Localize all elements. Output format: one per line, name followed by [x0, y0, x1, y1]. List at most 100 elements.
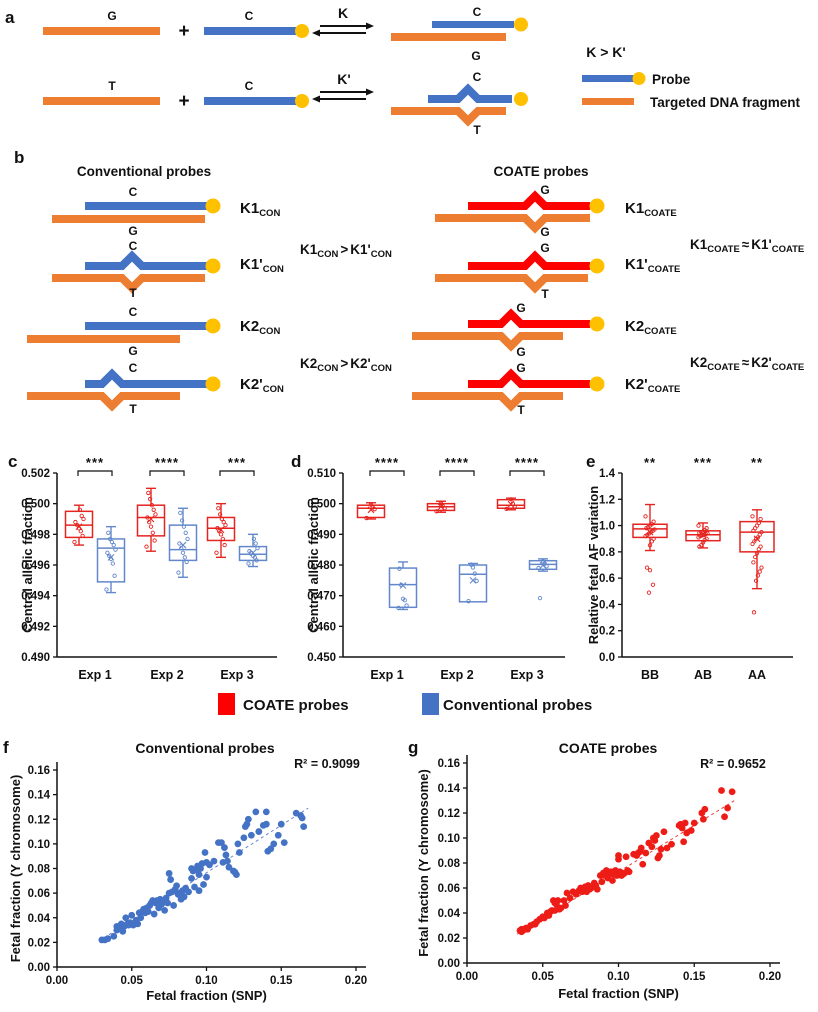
svg-text:1.2: 1.2: [599, 494, 615, 506]
scatter-conventional: 0.00 0.02 0.04 0.06 0.08 0.10 0.12 0.14 0.16 0.00…: [8, 740, 367, 1003]
data-point: [247, 831, 255, 839]
allele-label: G: [540, 225, 549, 239]
data-point: [150, 910, 158, 918]
quencher-dot: [589, 316, 605, 332]
k-constant-label: K2'CON: [240, 376, 284, 395]
outlier-point: [647, 568, 653, 573]
target-bulged-bar: [52, 274, 205, 294]
data-point: [649, 539, 654, 544]
svg-text:0.500: 0.500: [307, 499, 336, 511]
data-point: [78, 529, 83, 534]
data-point: [622, 853, 630, 861]
data-point: [170, 902, 178, 909]
data-point: [255, 828, 263, 835]
chart-title: COATE probes: [559, 740, 658, 756]
data-point: [753, 578, 759, 583]
data-point: [255, 545, 260, 551]
data-point: [300, 823, 308, 831]
data-point: [218, 839, 225, 847]
data-point: [697, 544, 702, 549]
data-point: [164, 899, 172, 907]
svg-text:0.500: 0.500: [21, 499, 50, 511]
svg-text:****: ****: [515, 455, 539, 470]
quencher-dot: [205, 258, 221, 274]
data-point: [218, 532, 224, 537]
k-constant-label: K1CON: [240, 200, 280, 219]
data-point: [246, 561, 251, 566]
data-point: [554, 897, 562, 904]
data-point: [751, 528, 756, 533]
axes: 0.0 0.2 0.4 0.6 0.8 1.0 1.2 1.4 Relative fetal A…: [586, 468, 793, 682]
x-axis-label: Fetal fraction (SNP): [558, 986, 679, 1001]
target-dna-bar: [43, 27, 160, 35]
quencher-dot: [514, 17, 528, 32]
legend-target-bar: [582, 98, 634, 105]
box-series-1: [388, 558, 558, 611]
svg-text:0.6: 0.6: [599, 573, 615, 585]
svg-text:****: ****: [445, 455, 469, 470]
data-point: [200, 881, 207, 888]
svg-text:0.490: 0.490: [21, 652, 50, 664]
data-point: [756, 547, 761, 552]
svg-text:0.492: 0.492: [21, 621, 50, 633]
data-point: [151, 507, 156, 512]
svg-text:0.450: 0.450: [307, 652, 336, 664]
data-point: [400, 596, 406, 601]
axes: 0.450 0.460 0.470 0.480 0.490 0.500 0.510 Centr…: [306, 468, 565, 682]
box-series-1: [96, 507, 268, 594]
data-point: [240, 834, 248, 842]
plus-sign: +: [178, 21, 189, 42]
svg-text:0.10: 0.10: [195, 975, 217, 987]
panel-label-g: g: [408, 738, 419, 757]
data-point: [219, 516, 225, 522]
svg-text:Exp 2: Exp 2: [150, 668, 183, 682]
mean-marker: [107, 553, 115, 561]
data-point: [642, 849, 650, 857]
target-bulged-bar: [435, 214, 590, 234]
svg-text:Central allelic fraction: Central allelic fraction: [306, 497, 321, 633]
data-point: [643, 533, 648, 539]
data-point: [152, 538, 157, 543]
mean-marker: [699, 531, 707, 539]
data-point: [563, 889, 571, 897]
allele-label: T: [473, 123, 481, 137]
allele-label: C: [245, 9, 254, 23]
mean-marker: [367, 506, 375, 514]
data-point: [188, 874, 195, 882]
data-point: [137, 914, 145, 922]
mean-marker: [179, 541, 187, 549]
data-point: [270, 840, 278, 848]
data-point: [718, 787, 725, 794]
panel-b-left-title: Conventional probes: [77, 164, 211, 179]
data-point: [144, 544, 149, 549]
data-point: [221, 844, 228, 851]
svg-text:0.15: 0.15: [270, 975, 293, 987]
k-constant-label: K2'COATE: [625, 376, 680, 395]
data-point: [106, 530, 111, 535]
allele-label: T: [129, 286, 137, 300]
data-point: [438, 500, 444, 506]
svg-text:0.02: 0.02: [28, 937, 50, 949]
svg-text:Exp 2: Exp 2: [440, 668, 473, 682]
boxplot-central-af-fetal: 0.450 0.460 0.470 0.480 0.490 0.500 0.510 Centr…: [306, 455, 565, 682]
rate-relation-label: K > K': [586, 44, 626, 60]
svg-text:**: **: [644, 455, 656, 470]
data-point: [472, 571, 477, 576]
data-point: [233, 871, 240, 879]
data-point: [656, 852, 663, 859]
outlier-point: [537, 595, 543, 601]
boxplot-relative-fetal-af: 0.0 0.2 0.4 0.6 0.8 1.0 1.2 1.4 Relative fetal A…: [586, 455, 793, 682]
target-bulged-bar: [412, 392, 563, 412]
plus-sign: +: [178, 91, 189, 112]
data-point: [153, 512, 158, 517]
svg-text:**: **: [751, 455, 763, 470]
data-point: [234, 840, 242, 848]
data-point: [203, 873, 210, 881]
data-point: [701, 805, 709, 813]
data-point: [648, 843, 656, 851]
data-point: [466, 599, 471, 604]
quencher-dot: [589, 258, 605, 274]
data-point: [201, 849, 209, 856]
arrowhead-left-icon: [312, 29, 320, 37]
arrowhead-right-icon: [366, 22, 374, 30]
